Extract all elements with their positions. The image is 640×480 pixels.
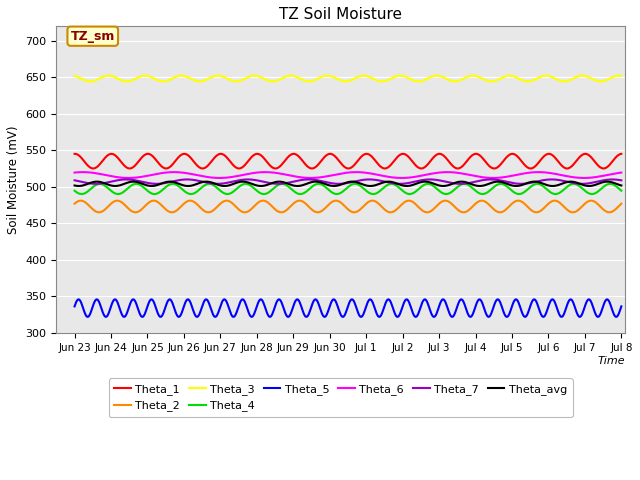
Theta_avg — [81, 182, 88, 188]
Theta_5 — [81, 309, 88, 315]
Theta_6 — [431, 170, 438, 176]
Y-axis label: Soil Moisture (mV): Soil Moisture (mV) — [7, 125, 20, 234]
Line: Theta_4: Theta_4 — [75, 184, 621, 194]
Theta_1 — [71, 151, 79, 157]
Theta_4 — [432, 185, 440, 191]
Theta_2 — [168, 209, 176, 215]
Theta_4 — [81, 191, 88, 196]
Theta_6 — [137, 174, 145, 180]
Theta_5 — [618, 303, 625, 309]
Theta_3 — [451, 79, 459, 84]
Legend: Theta_1, Theta_2, Theta_3, Theta_4, Theta_5, Theta_6, Theta_7, Theta_avg: Theta_1, Theta_2, Theta_3, Theta_4, Thet… — [109, 378, 573, 417]
Theta_3 — [618, 73, 625, 79]
Theta_1 — [618, 151, 625, 157]
Theta_4 — [223, 191, 231, 197]
Theta_4 — [71, 188, 79, 193]
Theta_7 — [618, 178, 625, 183]
Theta_3 — [221, 75, 229, 81]
Theta_3 — [415, 79, 422, 84]
Theta_7 — [432, 177, 440, 183]
Theta_7 — [81, 180, 88, 185]
Theta_4 — [222, 191, 230, 197]
Theta_2 — [416, 205, 424, 211]
Theta_6 — [81, 169, 88, 175]
Theta_6 — [221, 175, 229, 180]
Theta_1 — [137, 156, 145, 162]
Theta_5 — [223, 299, 230, 305]
Theta_avg — [137, 180, 145, 186]
Theta_7 — [223, 180, 230, 186]
Theta_6 — [71, 170, 79, 176]
Theta_7 — [194, 178, 202, 183]
Theta_6 — [415, 173, 422, 179]
Theta_3 — [81, 77, 88, 83]
Theta_1 — [193, 162, 200, 168]
Theta_4 — [618, 188, 625, 193]
Line: Theta_3: Theta_3 — [75, 76, 621, 82]
Theta_7 — [153, 181, 161, 187]
Theta_5 — [193, 314, 201, 320]
Theta_1 — [363, 151, 371, 157]
Title: TZ Soil Moisture: TZ Soil Moisture — [279, 7, 402, 22]
Theta_avg — [193, 181, 200, 187]
Theta_6 — [618, 170, 625, 176]
Theta_1 — [381, 166, 388, 171]
Theta_2 — [186, 198, 194, 204]
Theta_3 — [469, 73, 477, 79]
Theta_4 — [205, 181, 213, 187]
Theta_1 — [432, 153, 440, 158]
Theta_2 — [137, 207, 145, 213]
Theta_7 — [183, 177, 191, 182]
Theta_1 — [416, 165, 424, 171]
Line: Theta_5: Theta_5 — [75, 300, 621, 317]
Theta_3 — [193, 78, 200, 84]
Theta_4 — [193, 189, 200, 195]
Theta_1 — [81, 159, 88, 165]
Theta_1 — [221, 153, 229, 159]
Theta_avg — [330, 183, 338, 189]
Theta_7 — [137, 179, 145, 184]
Theta_avg — [221, 183, 229, 189]
Theta_5 — [137, 312, 145, 318]
Theta_4 — [416, 185, 424, 191]
Theta_6 — [193, 172, 200, 178]
Theta_avg — [416, 180, 424, 185]
Theta_5 — [71, 303, 79, 309]
Line: Theta_avg: Theta_avg — [75, 181, 621, 186]
Theta_2 — [194, 202, 202, 208]
Theta_2 — [223, 198, 230, 204]
Theta_7 — [71, 178, 79, 183]
Theta_5 — [432, 312, 440, 318]
Theta_2 — [71, 201, 79, 206]
Theta_2 — [618, 201, 625, 206]
Theta_5 — [202, 297, 210, 302]
Theta_5 — [416, 307, 424, 312]
Theta_6 — [534, 169, 542, 175]
Theta_2 — [81, 199, 88, 204]
Text: TZ_sm: TZ_sm — [70, 30, 115, 43]
Theta_3 — [431, 73, 438, 79]
Theta_avg — [312, 179, 319, 184]
Theta_2 — [432, 204, 440, 210]
Theta_avg — [432, 181, 440, 187]
Line: Theta_1: Theta_1 — [75, 154, 621, 168]
Text: Time: Time — [597, 356, 625, 366]
Theta_3 — [137, 73, 145, 79]
Theta_4 — [137, 182, 145, 188]
Theta_avg — [71, 182, 79, 188]
Theta_avg — [618, 182, 625, 188]
Line: Theta_7: Theta_7 — [75, 180, 621, 184]
Theta_3 — [71, 73, 79, 79]
Theta_7 — [416, 178, 424, 183]
Theta_6 — [580, 175, 588, 181]
Theta_5 — [193, 314, 200, 320]
Line: Theta_6: Theta_6 — [75, 172, 621, 178]
Line: Theta_2: Theta_2 — [75, 201, 621, 212]
